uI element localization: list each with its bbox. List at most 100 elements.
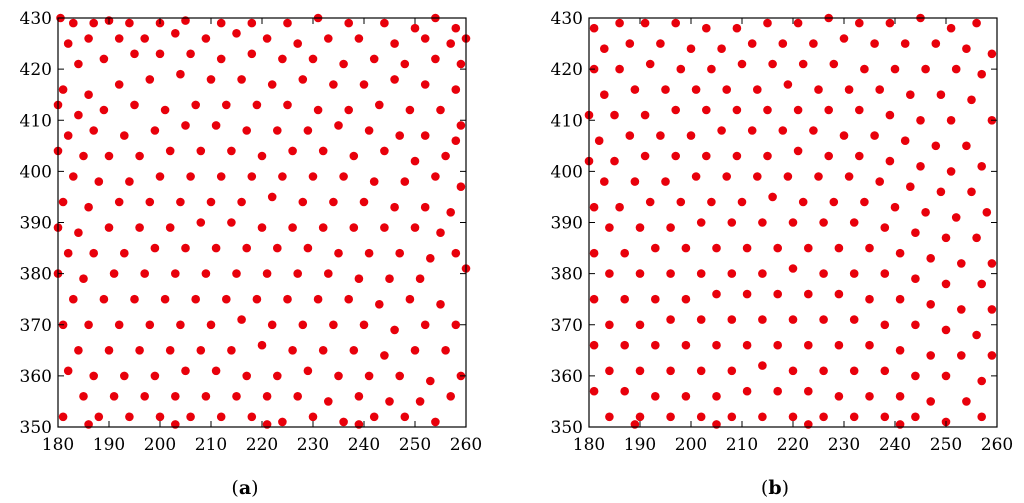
data-point bbox=[860, 64, 869, 74]
data-point bbox=[176, 69, 185, 79]
panel-b: 180 190 200 210 220 230 240 250 260 350 360 370 380 3… bbox=[551, 9, 1014, 499]
data-point bbox=[278, 172, 287, 181]
data-point bbox=[74, 228, 83, 237]
data-point bbox=[130, 100, 139, 110]
y-tick-label: 380 bbox=[20, 265, 52, 285]
data-point bbox=[426, 376, 435, 386]
data-point bbox=[783, 172, 793, 181]
data-point bbox=[69, 18, 78, 28]
data-point bbox=[456, 121, 466, 130]
data-point bbox=[793, 18, 803, 28]
data-point bbox=[972, 18, 981, 28]
data-point bbox=[109, 392, 119, 401]
data-point bbox=[308, 54, 318, 64]
data-point bbox=[615, 202, 624, 212]
data-point bbox=[702, 151, 711, 161]
data-point bbox=[431, 54, 440, 64]
data-point bbox=[900, 136, 910, 145]
x-tick-label: 250 bbox=[930, 435, 962, 455]
x-tick-label: 220 bbox=[246, 435, 278, 455]
data-point bbox=[94, 412, 104, 422]
data-point bbox=[747, 39, 757, 48]
data-point bbox=[58, 412, 68, 422]
data-point bbox=[895, 392, 905, 401]
data-point bbox=[844, 85, 854, 94]
data-point bbox=[104, 223, 114, 232]
data-point bbox=[171, 392, 180, 401]
data-point bbox=[696, 315, 706, 324]
y-tick-label: 350 bbox=[20, 418, 52, 438]
data-point bbox=[385, 397, 394, 406]
data-point bbox=[380, 351, 389, 360]
data-point bbox=[344, 294, 354, 304]
data-point bbox=[313, 294, 323, 304]
data-point bbox=[763, 18, 772, 28]
data-point bbox=[666, 315, 675, 324]
data-point bbox=[237, 75, 246, 84]
data-point bbox=[911, 228, 920, 237]
data-point bbox=[344, 18, 354, 28]
y-tick-label: 390 bbox=[20, 214, 52, 234]
data-point bbox=[176, 320, 185, 330]
data-point bbox=[125, 18, 134, 28]
data-point bbox=[727, 218, 737, 227]
data-point bbox=[160, 294, 170, 304]
data-point bbox=[936, 90, 946, 99]
data-point bbox=[742, 243, 752, 253]
data-point bbox=[390, 325, 399, 335]
data-point bbox=[666, 223, 675, 232]
data-point bbox=[987, 351, 997, 360]
data-point bbox=[834, 289, 844, 299]
data-point bbox=[814, 172, 823, 181]
data-point bbox=[334, 121, 343, 130]
data-point bbox=[242, 243, 251, 253]
y-tick-label: 400 bbox=[20, 162, 52, 182]
data-point bbox=[89, 126, 98, 135]
data-point bbox=[74, 110, 83, 120]
y-tick-label: 420 bbox=[20, 60, 52, 80]
data-point bbox=[645, 197, 655, 207]
data-point bbox=[895, 248, 905, 258]
data-point bbox=[763, 151, 772, 161]
data-point bbox=[288, 223, 297, 232]
data-point bbox=[451, 136, 461, 145]
data-point bbox=[834, 392, 844, 401]
data-point bbox=[635, 320, 645, 330]
data-point bbox=[594, 136, 604, 145]
data-point bbox=[651, 392, 660, 401]
data-point bbox=[410, 156, 420, 166]
data-point bbox=[666, 366, 675, 376]
data-point bbox=[216, 172, 226, 181]
data-point bbox=[120, 371, 129, 381]
data-point bbox=[865, 294, 874, 304]
data-point bbox=[615, 64, 624, 74]
data-point bbox=[273, 243, 282, 253]
data-point bbox=[171, 29, 180, 38]
data-point bbox=[936, 187, 946, 197]
data-point bbox=[931, 39, 941, 48]
data-point bbox=[855, 18, 864, 28]
data-point bbox=[359, 197, 369, 207]
data-point bbox=[849, 269, 859, 278]
data-point bbox=[267, 80, 277, 89]
data-point bbox=[916, 116, 925, 125]
data-point bbox=[615, 18, 624, 28]
data-point bbox=[972, 330, 981, 340]
data-point bbox=[931, 141, 941, 151]
data-point bbox=[875, 177, 884, 186]
data-point bbox=[400, 59, 410, 69]
data-point bbox=[977, 412, 986, 422]
data-point bbox=[946, 116, 956, 125]
data-point bbox=[941, 371, 951, 381]
data-point bbox=[242, 126, 251, 135]
data-point bbox=[201, 269, 211, 278]
data-point bbox=[732, 105, 742, 115]
data-point bbox=[773, 243, 782, 253]
data-point bbox=[987, 49, 997, 59]
data-point bbox=[600, 90, 609, 99]
data-point bbox=[819, 366, 828, 376]
data-point bbox=[135, 346, 144, 355]
data-point bbox=[691, 85, 701, 94]
data-point bbox=[446, 39, 456, 48]
